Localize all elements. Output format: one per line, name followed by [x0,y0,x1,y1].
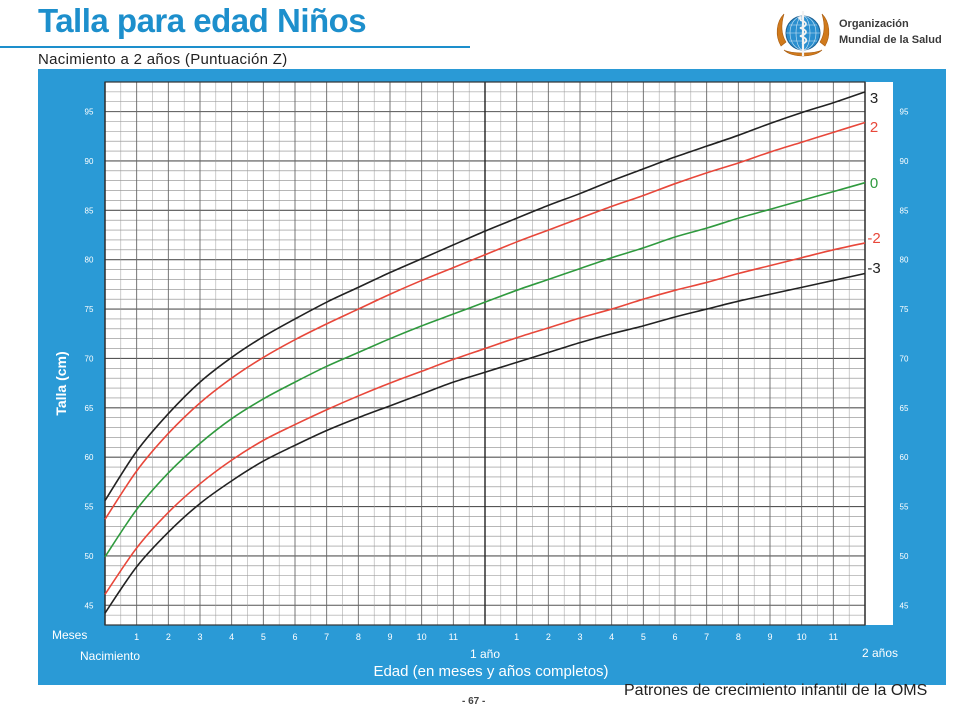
y-tick-label-right: 55 [900,503,909,512]
title-underline [0,46,470,48]
y-tick-label-left: 50 [85,552,94,561]
x-tick-label: 2 [166,632,171,642]
series-label: 3 [870,90,878,107]
z-score-line [104,91,866,502]
x-major-label-year1: 1 año [470,647,500,661]
x-tick-label: 3 [197,632,202,642]
y-tick-label-left: 85 [85,206,94,215]
y-tick-label-left: 55 [85,503,94,512]
x-tick-label: 4 [609,632,614,642]
y-tick-label-right: 75 [900,305,909,314]
z-score-line [104,121,866,520]
z-score-line [104,181,866,558]
y-tick-label-right: 50 [900,552,909,561]
series-label: -3 [867,260,880,277]
y-tick-label-right: 60 [900,453,909,462]
y-tick-label-left: 70 [85,354,94,363]
organization-name-line2: Mundial de la Salud [839,34,942,46]
x-tick-label: 5 [261,632,266,642]
x-tick-label: 4 [229,632,234,642]
who-emblem-icon [772,6,834,64]
z-score-line [104,272,866,614]
page-title: Talla para edad Niños [38,2,367,39]
x-tick-label: 6 [292,632,297,642]
x-tick-label: 1 [134,632,139,642]
y-tick-label-left: 60 [85,453,94,462]
x-tick-label: 7 [324,632,329,642]
x-tick-label: 11 [829,632,838,642]
y-tick-label-right: 45 [900,601,909,610]
y-tick-label-left: 95 [85,108,94,117]
y-axis-title: Talla (cm) [53,351,69,415]
x-tick-label: 6 [672,632,677,642]
y-tick-label-left: 90 [85,157,94,166]
x-major-label-year2: 2 años [862,646,898,660]
x-tick-label: 1 [514,632,519,642]
series-label: 0 [870,175,878,192]
page-subtitle: Nacimiento a 2 años (Puntuación Z) [38,51,288,68]
plot-border [104,81,866,626]
y-tick-label-left: 75 [85,305,94,314]
x-months-label: Meses [52,628,87,642]
z-score-line [104,242,866,595]
x-tick-label: 11 [449,632,458,642]
x-axis-title: Edad (en meses y años completos) [373,663,608,680]
y-tick-label-right: 65 [900,404,909,413]
x-tick-label: 2 [546,632,551,642]
y-tick-label-right: 70 [900,354,909,363]
x-tick-label: 7 [704,632,709,642]
x-tick-label: 10 [417,632,427,642]
x-tick-label: 5 [641,632,646,642]
x-tick-label: 8 [356,632,361,642]
x-tick-label: 9 [387,632,392,642]
footer-caption: Patrones de crecimiento infantil de la O… [624,682,928,699]
y-tick-label-right: 95 [900,108,909,117]
series-label: 2 [870,119,878,136]
x-tick-label: 9 [767,632,772,642]
grid [104,81,866,626]
y-tick-label-left: 80 [85,256,94,265]
y-tick-label-left: 45 [85,601,94,610]
x-tick-label: 10 [797,632,807,642]
organization-name-line1: Organización [839,18,909,30]
plot-area [105,82,893,625]
x-tick-label: 8 [736,632,741,642]
x-major-label-birth: Nacimiento [80,649,140,663]
series-label: -2 [867,230,880,247]
page-number: - 67 - [462,696,486,707]
y-tick-label-right: 85 [900,206,909,215]
y-tick-label-right: 80 [900,256,909,265]
x-tick-label: 3 [577,632,582,642]
organization-name: Organización Mundial de la Salud [839,16,942,48]
y-tick-label-left: 65 [85,404,94,413]
y-tick-label-right: 90 [900,157,909,166]
